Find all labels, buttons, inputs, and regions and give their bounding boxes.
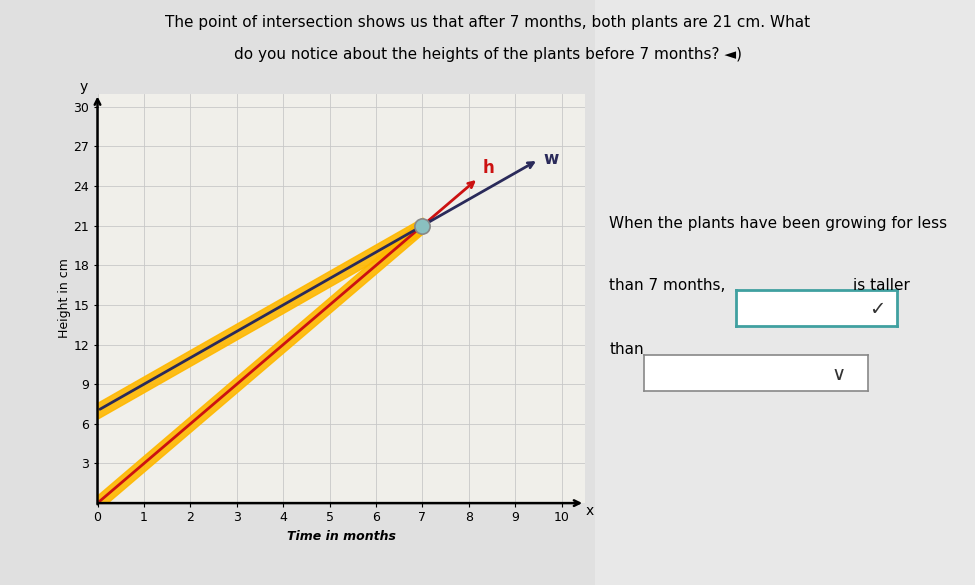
Text: than 7 months,: than 7 months,	[609, 278, 725, 293]
Text: h: h	[483, 159, 494, 177]
Y-axis label: Height in cm: Height in cm	[58, 259, 70, 338]
Text: When the plants have been growing for less: When the plants have been growing for le…	[609, 216, 948, 232]
Text: The point of intersection shows us that after 7 months, both plants are 21 cm. W: The point of intersection shows us that …	[165, 15, 810, 30]
Text: w: w	[543, 150, 559, 168]
Text: x: x	[586, 504, 594, 518]
Text: ✓: ✓	[870, 300, 886, 319]
Text: y: y	[79, 80, 88, 94]
Text: ∨: ∨	[832, 365, 845, 384]
X-axis label: Time in months: Time in months	[287, 530, 396, 543]
Text: do you notice about the heights of the plants before 7 months? ◄): do you notice about the heights of the p…	[233, 47, 742, 62]
Text: is taller: is taller	[853, 278, 910, 293]
Text: than: than	[609, 342, 644, 357]
